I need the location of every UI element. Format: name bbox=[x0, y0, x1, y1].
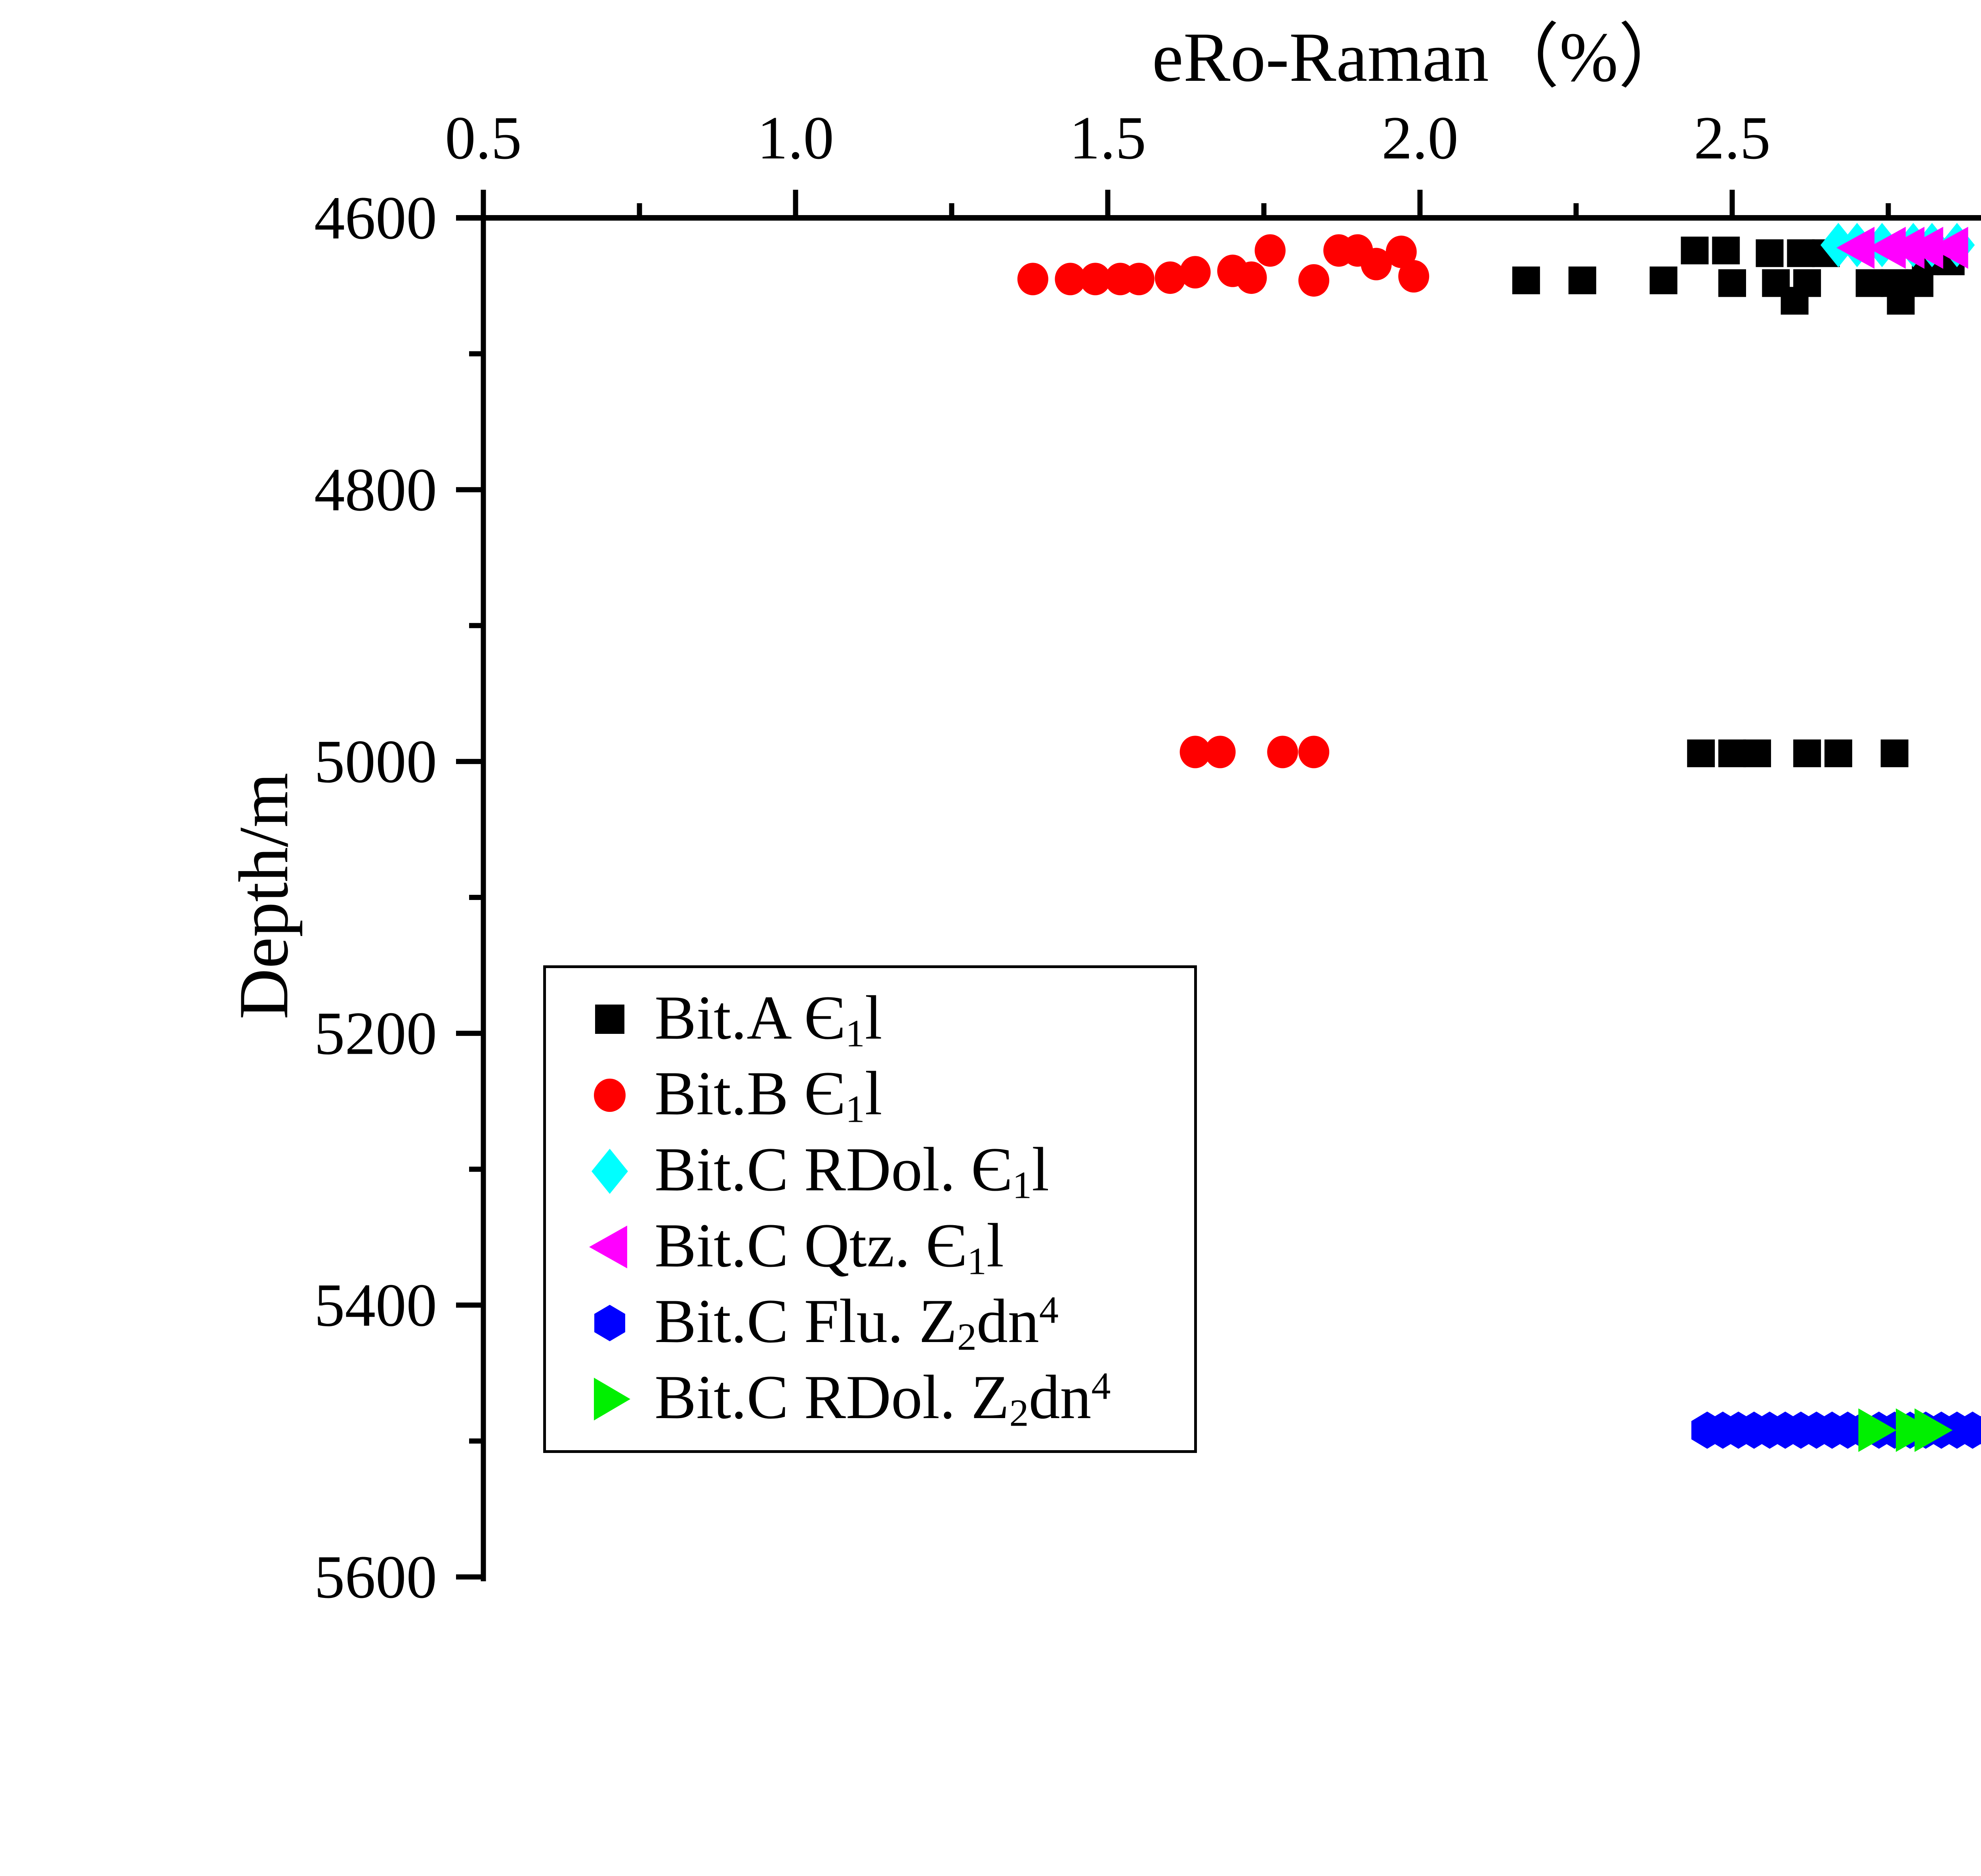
y-tick-label: 5000 bbox=[314, 727, 437, 795]
legend-marker-left-triangle-icon bbox=[589, 1226, 627, 1269]
scatter-point-bit-a-c1l bbox=[1649, 266, 1678, 294]
scatter-point-bit-a-c1l bbox=[1781, 287, 1809, 315]
scatter-point-bit-a-c1l bbox=[1787, 239, 1815, 267]
scatter-point-bit-c-qtz-c1l bbox=[1905, 227, 1943, 269]
y-tick-label: 4600 bbox=[314, 184, 437, 252]
scatter-point-bit-b-c1l bbox=[1204, 736, 1236, 768]
legend-item: Bit.C Flu. Z2dn4 bbox=[584, 1287, 1186, 1359]
legend-marker-diamond-icon bbox=[592, 1148, 628, 1194]
x-tick-label: 1.5 bbox=[1069, 104, 1146, 172]
scatter-point-bit-b-c1l bbox=[1361, 248, 1392, 280]
legend-label: Bit.C RDol. Z2dn4 bbox=[655, 1363, 1111, 1435]
legend-marker-circle-icon bbox=[594, 1078, 626, 1112]
scatter-point-bit-a-c1l bbox=[1512, 266, 1540, 294]
scatter-point-bit-b-c1l bbox=[1123, 263, 1155, 296]
scatter-point-bit-a-c1l bbox=[1887, 287, 1915, 315]
scatter-point-bit-a-c1l bbox=[1743, 739, 1771, 767]
scatter-point-bit-b-c1l bbox=[1386, 235, 1417, 268]
scatter-point-bit-b-c1l bbox=[1055, 263, 1086, 296]
scatter-point-bit-b-c1l bbox=[1267, 736, 1298, 768]
legend-label: Bit.C Flu. Z2dn4 bbox=[655, 1287, 1059, 1359]
scatter-point-bit-a-c1l bbox=[1718, 739, 1746, 767]
scatter-point-bit-c-flu-z2dn4 bbox=[1972, 1416, 1981, 1445]
scatter-point-bit-c-rdol-z2dn4 bbox=[1858, 1408, 1897, 1452]
legend-item: Bit.A Є1l bbox=[584, 983, 1186, 1055]
scatter-point-bit-b-c1l bbox=[1298, 736, 1330, 768]
y-tick-label: 5400 bbox=[314, 1271, 437, 1339]
scatter-point-bit-b-c1l bbox=[1179, 736, 1211, 768]
x-tick-label: 2.0 bbox=[1382, 104, 1458, 172]
chart-title: eRo-Raman（%） bbox=[1152, 18, 1689, 96]
x-tick-label: 2.5 bbox=[1694, 104, 1771, 172]
scatter-point-bit-b-c1l bbox=[1298, 264, 1330, 297]
x-tick-label: 0.5 bbox=[445, 104, 522, 172]
scatter-point-bit-c-rdol-z2dn4 bbox=[1914, 1408, 1953, 1452]
scatter-point-bit-a-c1l bbox=[1880, 739, 1908, 767]
scatter-point-bit-a-c1l bbox=[1793, 739, 1821, 767]
legend-label: Bit.B Є1l bbox=[655, 1059, 882, 1131]
legend-item: Bit.C Qtz. Є1l bbox=[584, 1211, 1186, 1283]
scatter-point-bit-a-c1l bbox=[1756, 239, 1784, 267]
scatter-point-bit-c-qtz-c1l bbox=[1930, 227, 1968, 269]
scatter-point-bit-b-c1l bbox=[1155, 261, 1186, 294]
scatter-point-bit-b-c1l bbox=[1080, 263, 1111, 296]
scatter-point-bit-b-c1l bbox=[1179, 256, 1211, 289]
scatter-point-bit-a-c1l bbox=[1687, 739, 1715, 767]
scatter-point-bit-a-c1l bbox=[1681, 236, 1709, 265]
scatter-point-bit-b-c1l bbox=[1017, 263, 1048, 296]
scatter-point-bit-a-c1l bbox=[1712, 236, 1740, 265]
scatter-point-bit-a-c1l bbox=[1855, 269, 1884, 297]
axis-ticks bbox=[456, 190, 1891, 1580]
legend-item: Bit.B Є1l bbox=[584, 1059, 1186, 1131]
y-tick-label: 5600 bbox=[314, 1543, 437, 1611]
legend-marker-hexagon-icon bbox=[594, 1305, 625, 1342]
y-tick-label: 5200 bbox=[314, 999, 437, 1068]
scatter-point-bit-b-c1l bbox=[1254, 234, 1286, 267]
y-tick-label: 4800 bbox=[314, 456, 437, 524]
legend-marker-right-triangle-icon bbox=[594, 1377, 630, 1420]
legend-item: Bit.C RDol. Z2dn4 bbox=[584, 1363, 1186, 1435]
scatter-point-bit-b-c1l bbox=[1236, 261, 1267, 294]
scatter-point-bit-a-c1l bbox=[1718, 269, 1746, 297]
scatter-point-bit-a-c1l bbox=[1824, 739, 1852, 767]
legend: Bit.A Є1l Bit.B Є1l Bit.C RDol. Є1l Bit.… bbox=[543, 965, 1197, 1453]
legend-label: Bit.A Є1l bbox=[655, 983, 882, 1055]
scatter-point-bit-c-qtz-c1l bbox=[1836, 227, 1875, 269]
scatter-markers bbox=[1017, 223, 1981, 1452]
scatter-point-bit-a-c1l bbox=[1568, 266, 1596, 294]
legend-label: Bit.C RDol. Є1l bbox=[655, 1135, 1050, 1207]
legend-label: Bit.C Qtz. Є1l bbox=[655, 1211, 1004, 1283]
legend-marker-square-icon bbox=[595, 1005, 624, 1034]
axis-tick-labels: 0.51.01.52.02.53.03.54600480050005200540… bbox=[314, 104, 1771, 1611]
legend-item: Bit.C RDol. Є1l bbox=[584, 1135, 1186, 1207]
scatter-point-bit-c-rdol-c1l bbox=[1820, 223, 1856, 267]
scatter-point-bit-b-c1l bbox=[1398, 260, 1429, 293]
x-tick-label: 1.0 bbox=[757, 104, 834, 172]
